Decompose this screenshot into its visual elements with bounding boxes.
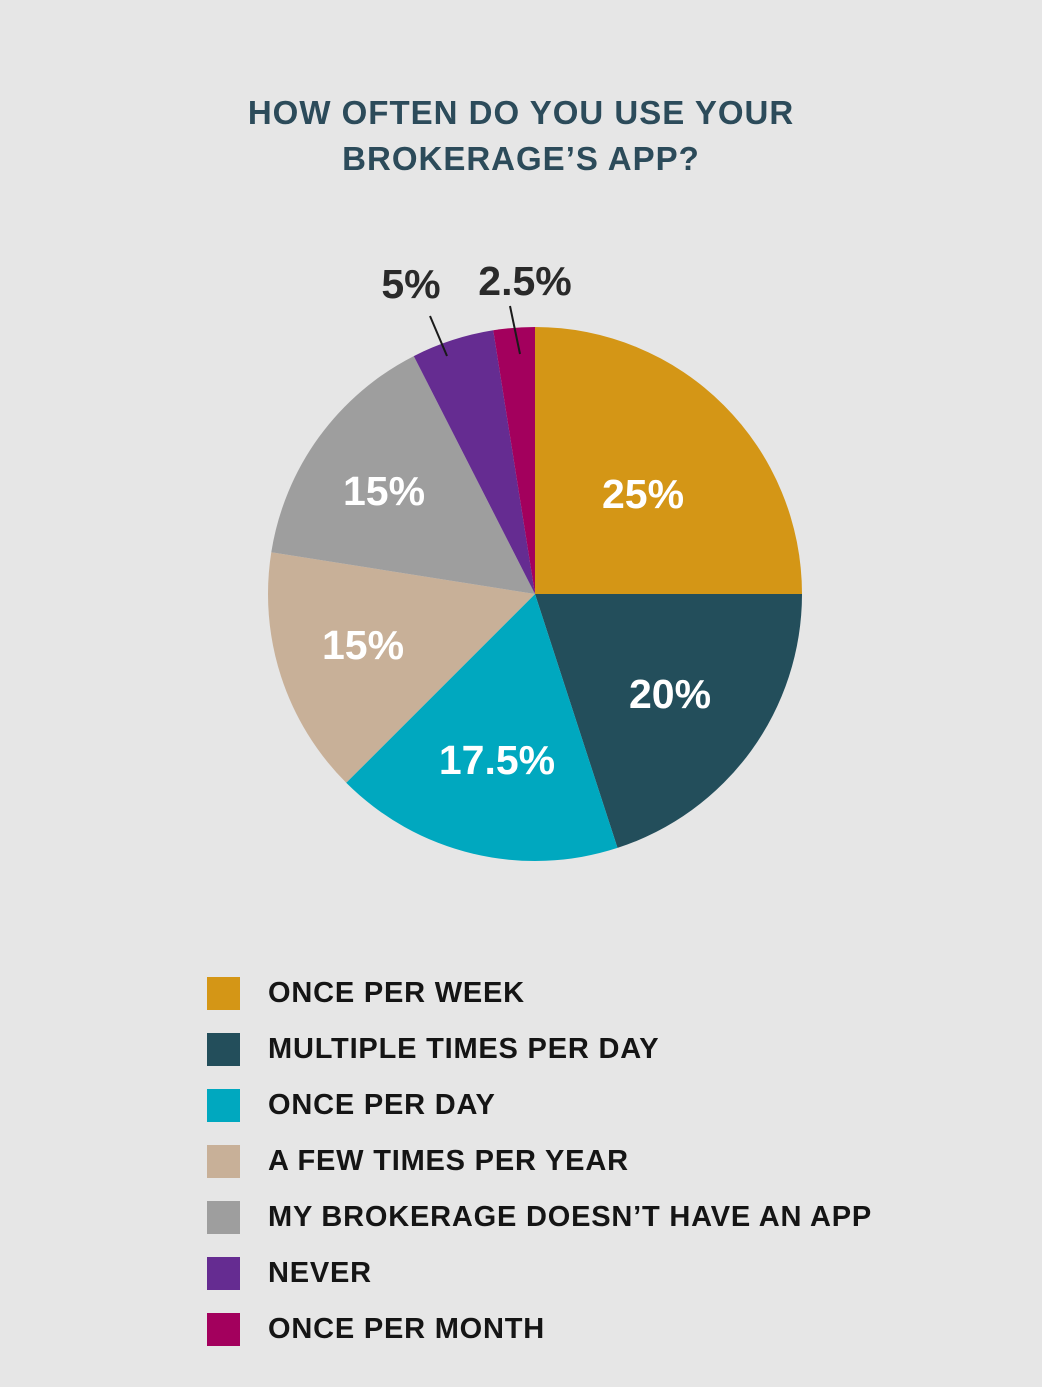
legend-swatch: [207, 976, 240, 1010]
pie-slice: [271, 356, 535, 594]
legend-item: A FEW TIMES PER YEAR: [207, 1133, 872, 1189]
legend-item: MY BROKERAGE DOESN’T HAVE AN APP: [207, 1189, 872, 1245]
pie-slice: [268, 552, 535, 783]
pie-slice: [346, 594, 618, 861]
slice-value-label: 20%: [629, 671, 711, 717]
slice-value-label: 5%: [381, 261, 440, 307]
legend-item: MULTIPLE TIMES PER DAY: [207, 1021, 872, 1077]
legend-swatch: [207, 1032, 240, 1066]
leader-line: [509, 305, 521, 355]
legend-swatch: [207, 1312, 240, 1346]
slice-value-label: 25%: [602, 471, 684, 517]
legend-label: A FEW TIMES PER YEAR: [268, 1144, 629, 1177]
legend-swatch: [207, 1144, 240, 1178]
chart-title-line-1: HOW OFTEN DO YOU USE YOUR: [247, 94, 795, 131]
slice-value-label: 15%: [343, 468, 425, 514]
slice-value-label: 17.5%: [439, 737, 555, 783]
slice-value-label: 2.5%: [478, 258, 571, 304]
legend-label: MULTIPLE TIMES PER DAY: [268, 1032, 660, 1065]
legend-label: ONCE PER DAY: [268, 1088, 496, 1121]
leader-line: [429, 315, 448, 357]
pie-slice: [535, 327, 802, 594]
legend-swatch: [207, 1200, 240, 1234]
legend-label: ONCE PER MONTH: [268, 1312, 546, 1345]
legend-item: NEVER: [207, 1245, 872, 1301]
legend: ONCE PER WEEK MULTIPLE TIMES PER DAY ONC…: [207, 965, 872, 1357]
legend-item: ONCE PER WEEK: [207, 965, 872, 1021]
legend-label: MY BROKERAGE DOESN’T HAVE AN APP: [268, 1200, 873, 1233]
chart-title: HOW OFTEN DO YOU USE YOUR BROKERAGE’S AP…: [0, 90, 1042, 182]
legend-label: ONCE PER WEEK: [268, 976, 525, 1009]
slice-value-label: 15%: [322, 622, 404, 668]
legend-swatch: [207, 1088, 240, 1122]
pie-slice: [535, 594, 802, 848]
legend-label: NEVER: [268, 1256, 372, 1289]
pie-slice: [493, 327, 535, 594]
pie-slice: [413, 330, 535, 594]
legend-swatch: [207, 1256, 240, 1290]
chart-title-line-2: BROKERAGE’S APP?: [342, 140, 700, 177]
legend-item: ONCE PER DAY: [207, 1077, 872, 1133]
legend-item: ONCE PER MONTH: [207, 1301, 872, 1357]
pie-chart: 25% 20% 17.5% 15% 15% 5% 2.5%: [268, 258, 802, 861]
